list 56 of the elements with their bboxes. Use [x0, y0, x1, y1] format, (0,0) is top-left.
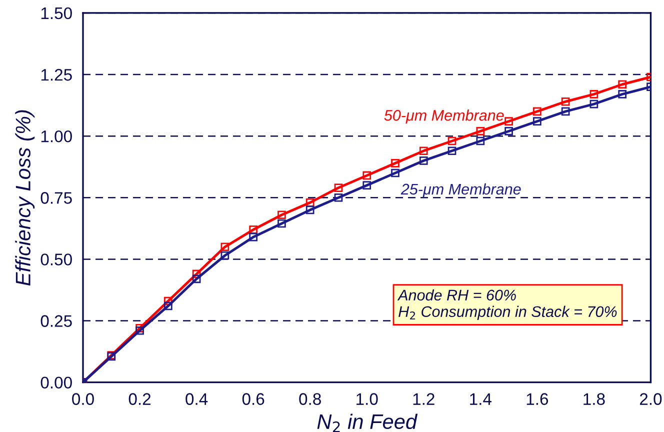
x-tick-label: 0.8	[299, 393, 321, 405]
point	[334, 193, 343, 202]
point	[590, 100, 598, 108]
point	[306, 198, 314, 207]
point	[448, 136, 456, 146]
y-tick-label: 1.00	[41, 130, 72, 142]
x-tick-label: 2.0	[640, 393, 662, 405]
y-tick-label: 1.50	[41, 7, 72, 20]
point	[192, 274, 201, 284]
x-axis-title: N$_{2}$ in Feed	[317, 414, 418, 432]
point	[561, 107, 570, 116]
series-label: 50-μm Membrane	[384, 110, 504, 124]
point	[136, 326, 144, 335]
x-tick-label: 0.0	[72, 393, 94, 405]
x-tick-label: 0.2	[128, 393, 151, 405]
point	[476, 126, 485, 136]
point	[220, 242, 230, 252]
point	[249, 225, 258, 234]
y-tick-label: 0.25	[40, 315, 72, 327]
y-axis-title: Efficiency Loss (%)	[15, 110, 35, 286]
point	[533, 107, 542, 116]
point	[362, 181, 372, 190]
point	[618, 80, 626, 89]
x-tick-label: 1.6	[526, 393, 548, 405]
point	[391, 159, 400, 168]
series-label: 25-μm Membrane	[400, 183, 521, 198]
point	[618, 90, 626, 98]
x-tick-label: 1.2	[413, 393, 434, 405]
y-tick-label: 1.25	[41, 68, 72, 81]
y-tick-label: 0.50	[40, 254, 72, 266]
point	[164, 302, 172, 310]
point	[391, 168, 400, 178]
point	[278, 210, 286, 220]
point	[334, 184, 343, 192]
x-tick-label: 1.0	[356, 393, 378, 405]
point	[533, 117, 542, 126]
x-tick-label: 1.8	[584, 393, 605, 405]
point	[278, 219, 286, 228]
point	[306, 206, 314, 214]
y-tick-label: 0.00	[40, 376, 72, 389]
point	[448, 146, 456, 156]
x-tick-label: 1.4	[470, 393, 492, 405]
annotation: Anode RH = 60% H$_{2}$ Consumption in Stack = 70%	[397, 289, 617, 320]
point	[504, 117, 513, 126]
point	[561, 97, 570, 106]
point	[476, 136, 485, 146]
y-tick-label: 0.75	[40, 192, 72, 204]
point	[220, 251, 230, 260]
point	[362, 171, 372, 180]
point	[419, 146, 428, 156]
point	[504, 126, 513, 136]
point	[590, 90, 598, 98]
x-tick-label: 0.4	[186, 393, 208, 405]
point	[419, 156, 428, 165]
point	[249, 232, 258, 242]
x-tick-label: 0.6	[242, 393, 264, 405]
